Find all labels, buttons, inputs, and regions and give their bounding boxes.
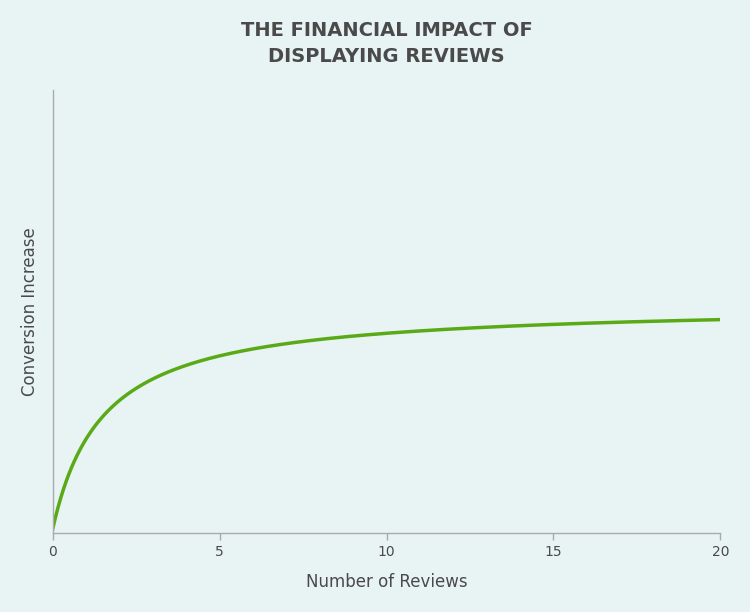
X-axis label: Number of Reviews: Number of Reviews bbox=[306, 573, 467, 591]
Title: THE FINANCIAL IMPACT OF
DISPLAYING REVIEWS: THE FINANCIAL IMPACT OF DISPLAYING REVIE… bbox=[241, 21, 532, 66]
Y-axis label: Conversion Increase: Conversion Increase bbox=[21, 228, 39, 396]
